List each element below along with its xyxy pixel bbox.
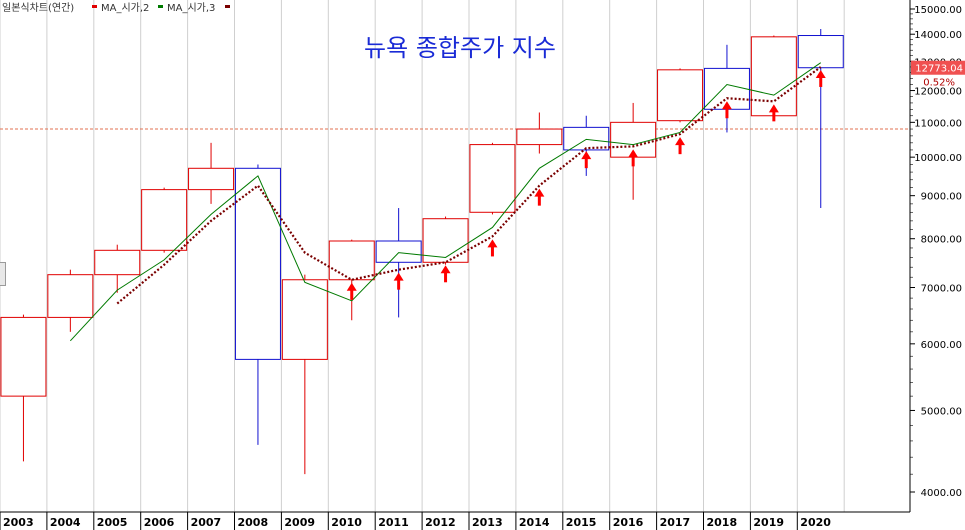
candle-body [141, 189, 188, 251]
y-tick-label: 14000.00 [914, 30, 962, 41]
vertical-grid [0, 0, 845, 512]
ma2-line [69, 62, 822, 342]
x-axis-ticks: 2003 2004 2005 2006 2007 2008 2009 2010 2011 2012… [0, 512, 831, 530]
x-tick-label: 2017 [660, 516, 691, 529]
arrow-up-icon [393, 272, 404, 290]
legend-main-label: 일본식차트(연간) [2, 2, 74, 14]
candle-body [0, 316, 47, 397]
arrow-up-icon [487, 239, 498, 257]
x-tick-label: 2008 [238, 516, 269, 529]
candle-body [47, 274, 94, 318]
arrow-up-icon [721, 101, 732, 119]
candle-body [516, 128, 563, 146]
candle-body [281, 279, 328, 360]
candle-body [657, 69, 704, 122]
candle-body [469, 144, 516, 213]
candle-2017 [657, 68, 704, 123]
x-tick-label: 2019 [753, 516, 784, 529]
ma3-line [116, 66, 822, 305]
candle-2003 [0, 314, 47, 462]
chart-title: 뉴욕 종합주가 지수 [364, 34, 556, 62]
candle-body [375, 240, 422, 263]
buy-signal-arrows [346, 69, 826, 300]
candle-2008 [234, 164, 281, 445]
y-tick-label: 7000.00 [921, 284, 962, 295]
y-tick-label: 5000.00 [921, 406, 962, 417]
legend-ma3-swatch [225, 5, 230, 8]
candle-2020 [797, 29, 844, 209]
x-tick-label: 2007 [191, 516, 222, 529]
candle-body [750, 36, 797, 117]
y-tick-label: 4000.00 [921, 488, 962, 499]
candle-body [188, 167, 235, 191]
y-tick-label: 10000.00 [914, 153, 962, 164]
y-tick-label: 12000.00 [914, 87, 962, 98]
arrow-up-icon [534, 188, 545, 206]
arrow-up-icon [768, 104, 779, 122]
last-value-badge: 12773.04 [911, 60, 965, 75]
x-tick-label: 2018 [707, 516, 738, 529]
candle-2012 [422, 216, 469, 265]
candle-2016 [610, 102, 657, 200]
x-tick-label: 2016 [613, 516, 644, 529]
legend-main-swatch [92, 5, 97, 8]
arrow-up-icon [581, 151, 592, 169]
candle-body [422, 218, 469, 263]
candle-2013 [469, 142, 516, 215]
panel-resize-handle[interactable] [0, 262, 6, 286]
legend-ma2-label: MA_시가,2 [101, 2, 149, 14]
arrow-up-icon [346, 282, 357, 300]
legend: 일본식차트(연간) MA_시가,2 MA_시가,3 [2, 2, 230, 14]
x-tick-label: 2003 [3, 516, 34, 529]
x-tick-label: 2006 [144, 516, 175, 529]
y-tick-label: 9000.00 [921, 192, 962, 203]
x-tick-label: 2012 [425, 516, 456, 529]
candle-2004 [47, 269, 94, 332]
candle-body [797, 35, 844, 69]
x-tick-label: 2004 [50, 516, 81, 529]
arrow-up-icon [628, 149, 639, 167]
candle-body [94, 249, 141, 276]
candle-2014 [516, 112, 563, 154]
candle-2010 [328, 239, 375, 321]
legend-ma2-swatch [158, 5, 163, 8]
candle-2005 [94, 244, 141, 293]
x-tick-label: 2015 [566, 516, 597, 529]
x-tick-label: 2014 [519, 516, 550, 529]
x-tick-label: 2005 [97, 516, 128, 529]
y-tick-label: 8000.00 [921, 235, 962, 246]
legend-ma3-label: MA_시가,3 [167, 2, 215, 14]
x-tick-label: 2020 [800, 516, 831, 529]
candle-body [563, 126, 610, 151]
last-change-text: 0.52% [923, 78, 955, 89]
x-tick-label: 2009 [284, 516, 315, 529]
x-tick-label: 2011 [378, 516, 409, 529]
candle-body [328, 240, 375, 281]
candle-2019 [750, 35, 797, 120]
candle-body [234, 167, 281, 360]
candles [0, 29, 844, 475]
y-tick-label: 11000.00 [914, 118, 962, 129]
x-tick-label: 2013 [472, 516, 503, 529]
candle-2018 [703, 44, 750, 133]
y-tick-label: 15000.00 [914, 5, 962, 16]
candle-2015 [563, 115, 610, 176]
candle-2009 [281, 274, 328, 475]
candle-2011 [375, 208, 422, 318]
candle-2007 [188, 142, 235, 204]
y-tick-label: 6000.00 [921, 340, 962, 351]
x-tick-label: 2010 [331, 516, 362, 529]
candle-2006 [141, 187, 188, 253]
last-value-text: 12773.04 [915, 64, 963, 75]
candle-body [610, 121, 657, 158]
arrow-up-icon [675, 137, 686, 155]
arrow-up-icon [815, 69, 826, 87]
arrow-up-icon [440, 265, 451, 283]
